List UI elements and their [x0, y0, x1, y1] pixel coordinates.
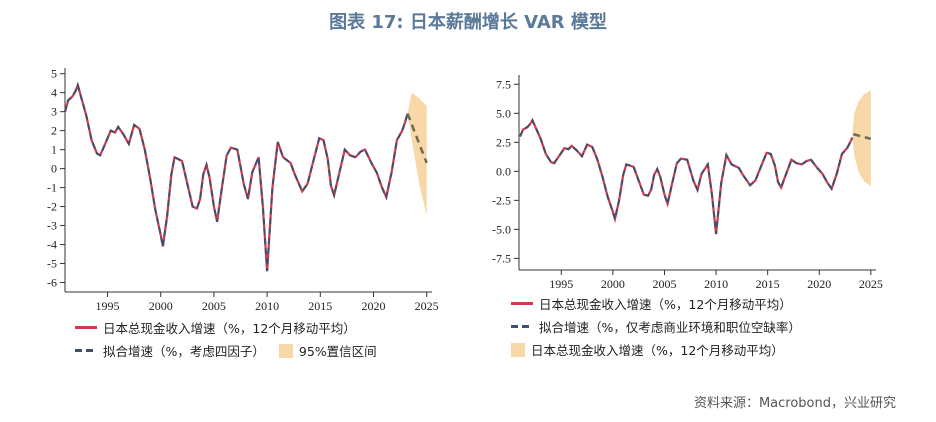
x-tick-label: 2010 — [704, 277, 728, 291]
x-tick-label: 2020 — [361, 299, 385, 313]
y-tick-label: 0.0 — [496, 164, 511, 178]
x-tick-label: 2000 — [601, 277, 625, 291]
y-tick-label: 5 — [51, 67, 57, 81]
y-tick-label: -2.5 — [492, 193, 511, 207]
legend-label: 日本总现金收入增速（%，12个月移动平均） — [539, 297, 792, 312]
legend-swatch-actual — [75, 326, 97, 329]
y-tick-label: 1 — [51, 143, 57, 157]
y-tick-label: -7.5 — [492, 251, 511, 265]
legend-fitted-right: 拟合增速（%，仅考虑商业环境和职位空缺率） — [511, 317, 801, 336]
legend-fitted-left: 拟合增速（%，考虑四因子） 95%置信区间 — [75, 341, 377, 360]
source-note: 资料来源：Macrobond，兴业研究 — [693, 396, 896, 411]
actual-series-line — [63, 81, 409, 272]
x-tick-label: 2000 — [149, 299, 173, 313]
actual-series-line — [519, 117, 854, 235]
y-tick-label: 2 — [51, 124, 57, 138]
y-tick-label: -2 — [47, 200, 57, 214]
y-tick-label: -3 — [47, 219, 57, 233]
x-tick-label: 2015 — [756, 277, 780, 291]
x-tick-label: 2025 — [415, 299, 439, 313]
y-tick-label: -4 — [47, 238, 57, 252]
legend-actual-right: 日本总现金收入增速（%，12个月移动平均） — [511, 294, 792, 313]
fitted-series-line — [519, 118, 854, 235]
legend-band-right: 日本总现金收入增速（%，12个月移动平均） — [511, 340, 784, 359]
y-tick-label: 7.5 — [496, 77, 511, 91]
y-tick-label: 0 — [51, 162, 57, 176]
x-tick-label: 2005 — [202, 299, 226, 313]
legend-swatch-actual — [511, 302, 533, 305]
x-tick-label: 2025 — [859, 277, 883, 291]
y-tick-label: 5.0 — [496, 106, 511, 120]
page-title: 图表 17: 日本薪酬增长 VAR 模型 — [329, 12, 607, 33]
y-tick-label: -1 — [47, 181, 57, 195]
forecast-line — [406, 113, 428, 164]
y-tick-label: -5 — [47, 257, 57, 271]
legend-label: 日本总现金收入增速（%，12个月移动平均） — [531, 343, 784, 358]
y-tick-label: -5.0 — [492, 222, 511, 236]
x-tick-label: 2005 — [652, 277, 676, 291]
x-tick-label: 2010 — [255, 299, 279, 313]
legend-swatch-band — [511, 342, 525, 357]
x-tick-label: 2020 — [807, 277, 831, 291]
legend-swatch-band — [278, 343, 293, 358]
legend-swatch-fitted — [75, 349, 97, 352]
x-tick-label: 1995 — [96, 299, 120, 313]
y-tick-label: 2.5 — [496, 135, 511, 149]
y-tick-label: 4 — [51, 86, 57, 100]
legend-label: 日本总现金收入增速（%，12个月移动平均） — [103, 321, 356, 336]
legend-label: 拟合增速（%，仅考虑商业环境和职位空缺率） — [539, 320, 801, 335]
forecast-line — [852, 132, 872, 141]
x-tick-label: 2015 — [308, 299, 332, 313]
fitted-series-line — [64, 81, 409, 272]
y-tick-label: -6 — [47, 276, 57, 290]
y-tick-label: 3 — [51, 105, 57, 119]
x-tick-label: 1995 — [549, 277, 573, 291]
legend-label: 95%置信区间 — [298, 344, 377, 359]
legend-swatch-fitted — [511, 325, 533, 328]
legend-label: 拟合增速（%，考虑四因子） — [103, 344, 265, 359]
legend-actual-left: 日本总现金收入增速（%，12个月移动平均） — [75, 318, 356, 337]
confidence-band — [852, 90, 871, 187]
confidence-band — [407, 92, 427, 217]
